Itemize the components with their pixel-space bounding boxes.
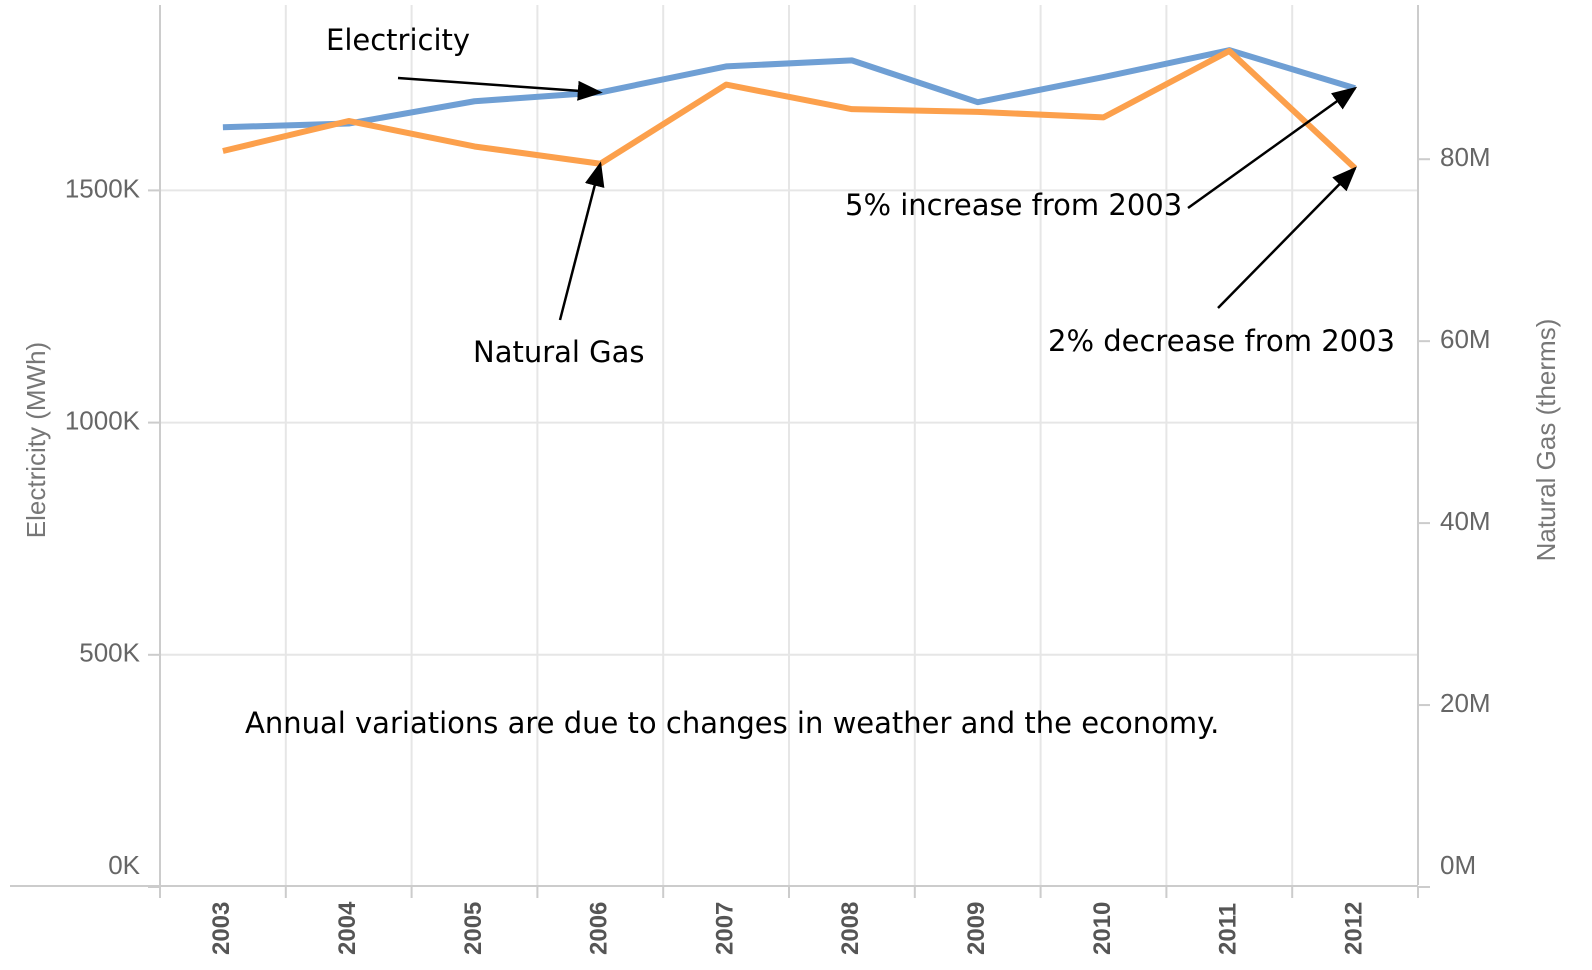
annotation-arrow (1187, 86, 1358, 210)
x-tick-label: 2004 (334, 901, 361, 955)
plot (222, 47, 1358, 171)
annotation: 2% decrease from 2003 (1048, 324, 1395, 358)
annotation: Annual variations are due to changes in … (245, 706, 1219, 740)
y2-tick-label: 0M (1440, 850, 1476, 880)
annotation: Electricity (326, 23, 470, 57)
x-tick-label: 2011 (1215, 903, 1242, 955)
x-tick-label: 2012 (1340, 902, 1367, 955)
annotation-arrow (397, 76, 603, 101)
y2-tick-label: 80M (1440, 142, 1491, 172)
annotation-arrow (558, 161, 605, 321)
x-tick-label: 2008 (837, 902, 864, 955)
annotation-arrow (1217, 166, 1357, 309)
annotation: Natural Gas (473, 335, 645, 369)
x-tick-label: 2007 (711, 902, 738, 955)
y-tick-label: 500K (79, 638, 140, 668)
y2-tick-label: 20M (1440, 688, 1491, 718)
x-tick-label: 2006 (586, 902, 613, 955)
y2-tick-label: 40M (1440, 506, 1491, 536)
y-tick-label: 1000K (65, 405, 141, 435)
x-tick-label: 2010 (1089, 902, 1116, 955)
y-axis-label: Electricity (MWh) (21, 342, 51, 538)
y-tick-label: 0K (108, 850, 140, 880)
x-tick-label: 2005 (460, 902, 487, 955)
y2-tick-label: 60M (1440, 324, 1491, 354)
y-tick-label: 1500K (65, 173, 141, 203)
grid (160, 5, 1418, 885)
x-tick-label: 2003 (208, 902, 235, 955)
line-series (222, 47, 1358, 171)
x-tick-label: 2009 (963, 902, 990, 955)
line-series (222, 47, 1356, 131)
y2-axis-label: Natural Gas (therms) (1531, 319, 1561, 562)
annotation: 5% increase from 2003 (845, 188, 1182, 222)
